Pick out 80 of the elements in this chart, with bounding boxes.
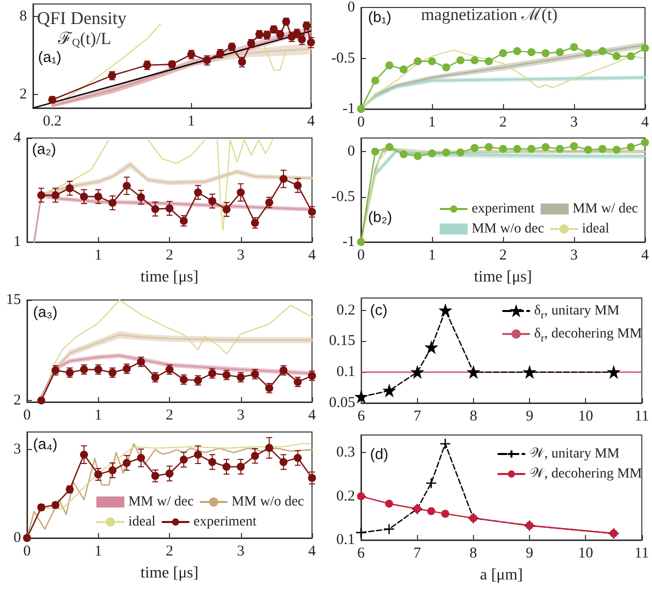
x-tick-label: 11 xyxy=(634,408,650,424)
y-tick-label: 0 xyxy=(14,530,21,546)
x-axis-title: time [μs] xyxy=(140,564,198,582)
x-tick-label: 2 xyxy=(166,408,174,424)
text: (b₂) xyxy=(368,209,392,226)
x-tick-label: 1 xyxy=(188,114,196,130)
x-axis-title: time [μs] xyxy=(140,268,198,286)
y-tick-label: -1 xyxy=(342,234,355,250)
x-tick-label: 9 xyxy=(526,546,534,562)
x-tick-label: 3 xyxy=(570,114,578,130)
x-tick-label: 2 xyxy=(499,248,507,264)
y-tick-label: 0 xyxy=(348,144,355,160)
y-tick-label: 4 xyxy=(14,130,22,146)
y-tick-label: 0.2 xyxy=(336,488,355,504)
x-tick-label: 0.2 xyxy=(42,114,62,130)
x-tick-label: 1 xyxy=(428,248,436,264)
x-tick-label: 2 xyxy=(499,114,507,130)
annotation: magnetization ℳ(t) xyxy=(421,5,558,24)
x-tick-label: 10 xyxy=(578,546,594,562)
y-tick-label: 2 xyxy=(20,86,27,103)
x-tick-label: 2 xyxy=(166,544,174,560)
x-tick-label: 8 xyxy=(470,408,478,424)
y-tick-label: 0.15 xyxy=(329,333,356,350)
chart-title: (b₁) xyxy=(368,9,392,26)
chart-title: (a₂) xyxy=(32,141,56,158)
legend-label: experiment xyxy=(472,202,535,216)
y-tick-label: 2 xyxy=(14,392,21,408)
x-tick-label: 9 xyxy=(526,408,534,424)
y-tick-label: -1 xyxy=(342,101,355,117)
y-tick-label: 0 xyxy=(348,0,355,16)
x-tick-label: 1 xyxy=(94,408,102,424)
chart-title: (c) xyxy=(370,302,388,319)
legend-label: ideal xyxy=(582,222,610,236)
y-tick-label: 0.1 xyxy=(336,364,356,380)
y-tick-label: 8 xyxy=(20,8,27,25)
y-tick-label: 0.05 xyxy=(329,395,356,411)
text: (d) xyxy=(370,446,388,463)
x-tick-label: 3 xyxy=(237,408,244,424)
x-tick-label: 4 xyxy=(641,114,650,130)
legend-label: ideal xyxy=(128,514,156,530)
chart-title: (a₃) xyxy=(33,304,58,321)
y-tick-label: 0.2 xyxy=(336,302,356,318)
x-tick-label: 2 xyxy=(166,248,174,264)
x-tick-label: 7 xyxy=(413,546,422,562)
y-tick-label: 0.3 xyxy=(336,444,355,460)
annotation: QFI Density xyxy=(37,8,126,28)
x-axis-title: time [μs] xyxy=(474,268,532,286)
legend-label: MM w/ dec xyxy=(128,494,194,510)
x-tick-label: 4 xyxy=(641,248,650,264)
legend-label: MM w/o dec xyxy=(472,222,544,236)
x-tick-label: 3 xyxy=(237,248,244,264)
legend-label: MM w/o dec xyxy=(232,494,304,510)
y-tick-label: 1 xyxy=(14,234,21,250)
legend-label: 𝒲, decohering MM xyxy=(529,466,643,482)
x-tick-label: 8 xyxy=(470,546,478,562)
text: (a₁) xyxy=(38,49,62,66)
legend-label: MM w/ dec xyxy=(572,202,638,216)
x-tick-label: 7 xyxy=(414,408,422,424)
y-tick-label: -0.5 xyxy=(331,50,355,66)
x-tick-label: 6 xyxy=(358,408,366,424)
x-tick-label: 11 xyxy=(634,546,650,562)
x-tick-label: 4 xyxy=(308,408,316,424)
x-tick-label: 1 xyxy=(94,544,102,560)
y-tick-label: 3 xyxy=(14,442,21,458)
x-tick-label: 1 xyxy=(428,114,436,130)
legend-label: experiment xyxy=(194,514,257,530)
x-tick-label: 10 xyxy=(578,408,594,424)
x-axis-title: a [μm] xyxy=(480,566,523,584)
x-tick-label: 4 xyxy=(307,114,316,130)
chart-title: (a₄) xyxy=(33,436,58,453)
y-tick-label: 15 xyxy=(6,292,21,308)
x-tick-label: 3 xyxy=(237,544,244,560)
y-tick-label: 0.1 xyxy=(336,532,355,548)
x-tick-label: 4 xyxy=(308,544,316,560)
x-tick-label: 6 xyxy=(357,546,366,562)
x-tick-label: 3 xyxy=(570,248,578,264)
x-tick-label: 4 xyxy=(308,248,316,264)
legend-label: 𝒲, unitary MM xyxy=(529,446,620,462)
y-tick-label: -0.5 xyxy=(331,188,355,205)
x-tick-label: 1 xyxy=(94,248,102,264)
